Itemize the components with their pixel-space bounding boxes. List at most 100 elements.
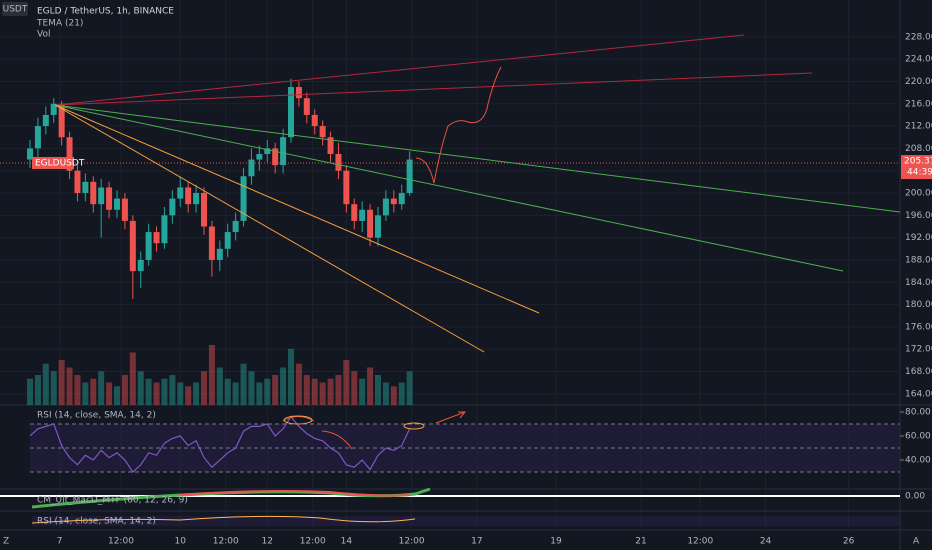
macd-signal [179, 490, 411, 497]
x-tick-label: 12:00 [213, 537, 239, 547]
candle-body [137, 259, 144, 272]
candle-body [224, 232, 231, 249]
y-tick-label: 40.00 [905, 456, 931, 466]
volume-bar [216, 367, 223, 405]
y-tick-label: 184.00 [905, 278, 932, 288]
volume-bar [240, 363, 247, 405]
rsi2-band [32, 516, 900, 526]
candle-body [208, 226, 215, 260]
y-tick-label: 224.00 [905, 55, 932, 65]
rsi-line [29, 415, 411, 473]
candle-body [153, 232, 160, 244]
volume-bar [264, 378, 271, 405]
y-tick-label: 228.00 [905, 32, 932, 42]
volume-bar [137, 371, 144, 405]
candle-body [367, 209, 374, 238]
rsi2-line [31, 515, 416, 524]
volume-bar [161, 378, 168, 405]
candle-body [272, 148, 279, 166]
x-tick-label: 12:00 [300, 537, 326, 547]
rsi-note [283, 415, 313, 425]
volume-bar [169, 375, 176, 405]
x-tick-label: 21 [635, 537, 646, 547]
x-tick-label: 7 [57, 537, 63, 547]
volume-bar [58, 360, 65, 405]
volume-bar [27, 378, 33, 405]
y-tick-label: 208.00 [905, 144, 932, 154]
trend-line [54, 34, 745, 106]
candle-body [50, 103, 57, 115]
symbol: EGLDUSDT [35, 159, 85, 169]
x-tick-label: 12:00 [687, 537, 713, 547]
candle-body [319, 126, 326, 138]
volume-bar [50, 371, 57, 405]
rsi-label: RSI (14, close, SMA, 14, 2) [37, 411, 156, 421]
rsi-note [403, 422, 425, 430]
trend-line [54, 104, 844, 272]
candle-body [216, 248, 223, 260]
candle-body [248, 159, 255, 177]
volume-bar [98, 371, 105, 405]
candle-body [264, 148, 271, 154]
x-tick-label: 24 [760, 537, 772, 547]
volume-bar [201, 371, 207, 405]
currency-box [2, 2, 28, 16]
candle-body [288, 87, 294, 138]
x-tick-label: 10 [175, 537, 187, 547]
indicator-label: Vol [37, 30, 50, 40]
y-tick-label: 220.00 [905, 77, 932, 87]
volume-bar [288, 348, 294, 405]
symbol-tag [32, 157, 74, 169]
x-tick-label: 14 [341, 537, 353, 547]
volume-bar [406, 371, 413, 405]
volume-bar [367, 367, 374, 405]
volume-bar [224, 378, 231, 405]
candle-body [121, 198, 128, 221]
trend-line [54, 72, 813, 106]
y-tick-label: 216.00 [905, 99, 932, 109]
volume-bar [232, 382, 239, 405]
candle-body [201, 193, 207, 227]
candle-body [74, 170, 81, 194]
drawings [54, 34, 901, 450]
volume-bar [114, 386, 120, 405]
candle-body [185, 187, 192, 205]
candle-body [390, 198, 397, 205]
y-tick-label: 164.00 [905, 389, 932, 399]
last-price: 205.37 [904, 157, 932, 167]
y-tick-label: 200.00 [905, 189, 932, 199]
macd-label: CM_Ult_MacD_MTF (60, 12, 26, 9) [37, 496, 188, 506]
y-tick-label: 180.00 [905, 300, 932, 310]
volume-bar [311, 378, 318, 405]
auto-scale: A [913, 537, 920, 547]
volume-bar [106, 382, 113, 405]
volume-bar [177, 382, 184, 405]
chart-title: EGLD / TetherUS, 1h, BINANCE [37, 7, 174, 17]
candle-body [193, 193, 200, 205]
candle-body [177, 187, 184, 199]
countdown: 44:39 [907, 168, 932, 178]
volume-bar [193, 382, 200, 405]
timezone-icon: Z [3, 537, 9, 547]
projection [415, 66, 502, 184]
x-tick-label: 26 [843, 537, 855, 547]
trend-line [54, 104, 485, 353]
volume-bar [382, 382, 389, 405]
price-tag [901, 155, 932, 180]
candle-body [240, 176, 247, 221]
y-tick-label: 188.00 [905, 255, 932, 265]
rsi2-label: RSI (14, close, SMA, 14, 2) [37, 517, 156, 527]
candle-body [106, 187, 113, 210]
volume-bar [145, 378, 152, 405]
candle-body [145, 232, 152, 260]
candle-body [375, 215, 381, 238]
y-tick-label: 60.00 [905, 431, 931, 441]
y-tick-label: 176.00 [905, 322, 932, 332]
candle-body [311, 114, 318, 127]
volume-bar [359, 378, 366, 405]
rsi-note [321, 430, 353, 450]
candle-body [295, 87, 302, 99]
volume-bar [280, 367, 287, 405]
